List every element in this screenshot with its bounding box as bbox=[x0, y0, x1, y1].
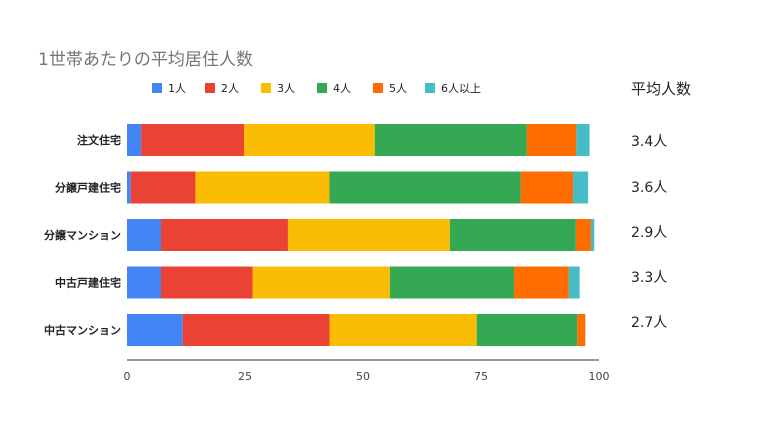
bar-segment bbox=[127, 171, 131, 204]
legend-label: 1人 bbox=[168, 82, 186, 95]
category-label: 中古戸建住宅 bbox=[55, 276, 121, 290]
average-header: 平均人数 bbox=[631, 80, 691, 98]
legend-label: 2人 bbox=[221, 82, 239, 95]
legend-swatch bbox=[425, 83, 435, 93]
bar-segment bbox=[160, 219, 288, 251]
bar-segment bbox=[287, 219, 450, 251]
bar-segment bbox=[573, 171, 589, 204]
bar-segment bbox=[389, 266, 515, 299]
x-tick-label: 75 bbox=[474, 370, 488, 383]
category-label: 注文住宅 bbox=[77, 133, 121, 147]
bar-segment bbox=[127, 124, 142, 156]
average-value: 3.6人 bbox=[631, 180, 667, 196]
bar-segment bbox=[576, 124, 590, 156]
bar-segment bbox=[244, 124, 375, 156]
category-label: 分譲マンション bbox=[44, 228, 121, 242]
bar-segment bbox=[127, 219, 161, 251]
average-value: 3.3人 bbox=[631, 270, 667, 286]
average-values: 3.4人 3.6人 2.9人 3.3人 2.7人 bbox=[631, 134, 667, 331]
bar-segment bbox=[252, 266, 390, 299]
legend-label: 5人 bbox=[389, 82, 407, 95]
x-axis: 0 25 50 75 100 bbox=[124, 359, 610, 383]
x-tick-label: 25 bbox=[238, 370, 252, 383]
chart-title: 1世帯あたりの平均居住人数 bbox=[38, 50, 253, 70]
x-tick-label: 50 bbox=[356, 370, 370, 383]
bar-segment bbox=[329, 171, 521, 204]
bar-segment bbox=[130, 171, 196, 204]
bar-segment bbox=[577, 314, 586, 346]
bar-segment bbox=[520, 171, 574, 204]
x-tick-label: 100 bbox=[589, 370, 610, 383]
x-tick-label: 0 bbox=[124, 370, 131, 383]
bar-segment bbox=[182, 314, 330, 346]
bar-segment bbox=[127, 314, 183, 346]
legend-label: 3人 bbox=[277, 82, 295, 95]
bar-segment bbox=[329, 314, 477, 346]
bar-segment bbox=[568, 266, 580, 299]
bar-segment bbox=[476, 314, 578, 346]
bar-segment bbox=[526, 124, 577, 156]
legend-label: 6人以上 bbox=[441, 82, 481, 95]
legend-swatch bbox=[317, 83, 327, 93]
bar-segment bbox=[590, 219, 595, 251]
average-value: 2.9人 bbox=[631, 225, 667, 241]
category-label: 中古マンション bbox=[44, 323, 121, 337]
bar-segment bbox=[160, 266, 253, 299]
legend: 1人 2人 3人 4人 5人 6人以上 bbox=[152, 82, 481, 95]
bar-segment bbox=[141, 124, 245, 156]
bar-segment bbox=[514, 266, 569, 299]
legend-swatch bbox=[261, 83, 271, 93]
legend-label: 4人 bbox=[333, 82, 351, 95]
legend-swatch bbox=[152, 83, 162, 93]
bars bbox=[127, 124, 595, 346]
average-value: 2.7人 bbox=[631, 315, 667, 331]
bar-segment bbox=[195, 171, 330, 204]
bar-segment bbox=[575, 219, 591, 251]
bar-segment bbox=[449, 219, 576, 251]
legend-swatch bbox=[373, 83, 383, 93]
average-value: 3.4人 bbox=[631, 134, 667, 150]
bar-segment bbox=[374, 124, 527, 156]
bar-segment bbox=[127, 266, 161, 299]
legend-swatch bbox=[205, 83, 215, 93]
category-label: 分譲戸建住宅 bbox=[55, 181, 121, 195]
